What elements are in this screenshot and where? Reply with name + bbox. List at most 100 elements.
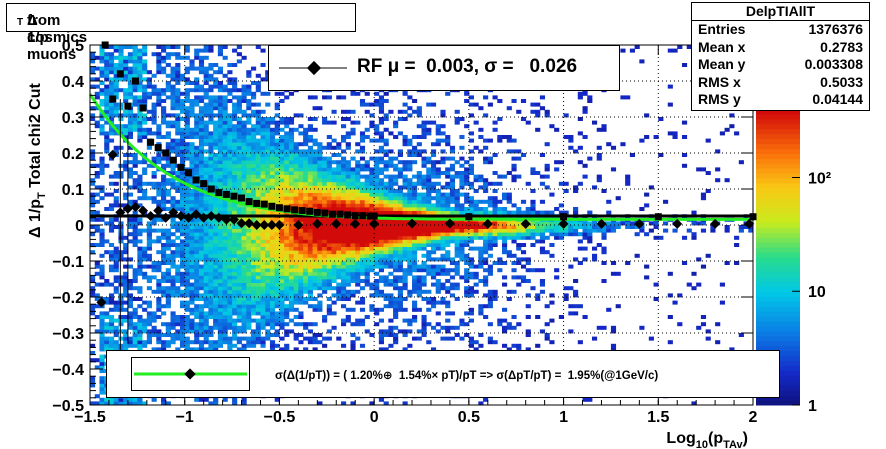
heatmap-cell [303,235,309,240]
heatmap-cell [132,48,138,53]
heatmap-cell [426,196,432,201]
heatmap-cell [416,203,422,208]
heatmap-cell [369,102,375,107]
heatmap-cell [161,163,167,168]
heatmap-cell [345,174,351,179]
heatmap-cell [445,286,451,291]
heatmap-cell [412,135,418,139]
heatmap-cell [217,95,223,100]
heatmap-cell [364,203,370,208]
heatmap-cell [170,106,176,111]
heatmap-cell [251,102,257,107]
heatmap-cell [203,185,209,190]
heatmap-cell [260,311,266,316]
heatmap-cell [156,124,162,129]
heatmap-cell [388,271,394,276]
heatmap-cell [274,246,280,251]
heatmap-cell [284,307,290,312]
heatmap-cell [265,102,271,107]
heatmap-cell [412,207,418,211]
heatmap-cell [203,318,209,323]
heatmap-cell [454,243,460,247]
heatmap-cell [232,397,238,402]
heatmap-cell [269,178,276,183]
heatmap-cell [175,174,181,179]
heatmap-cell [208,102,214,107]
heatmap-cell [298,217,304,222]
heatmap-cell [364,315,370,319]
heatmap-cell [407,246,413,251]
heatmap-cell [198,340,205,345]
heatmap-cell [473,246,479,251]
heatmap-cell [340,401,347,406]
heatmap-cell [260,189,266,193]
heatmap-cell [359,163,366,168]
heatmap-cell [227,279,233,283]
heatmap-cell [108,113,115,118]
heatmap-cell [179,102,186,107]
heatmap-cell [284,120,290,125]
heatmap-cell [104,221,110,226]
heatmap-cell [269,171,276,175]
heatmap-cell [246,117,252,121]
heatmap-cell [483,225,489,229]
heatmap-cell [179,315,186,319]
heatmap-cell [203,246,209,251]
heatmap-cell [483,189,489,193]
heatmap-cell [189,210,195,215]
heatmap-cell [393,181,399,186]
heatmap-cell [161,235,167,240]
heatmap-cell [99,397,105,402]
heatmap-cell [317,264,323,269]
heatmap-cell [151,84,157,89]
heatmap-cell [402,207,408,211]
heatmap-cell [374,261,380,265]
heatmap-cell [440,297,446,301]
heatmap-cell [118,117,124,121]
heatmap-cell [213,95,219,100]
heatmap-cell [241,336,247,341]
heatmap-cell [407,289,413,294]
heatmap-cell [340,135,347,139]
heatmap-cell [345,221,351,226]
heatmap-cell [288,250,295,255]
heatmap-cell [331,300,337,305]
heatmap-cell [265,181,271,186]
heatmap-cell [113,340,119,345]
heatmap-cell [213,239,219,244]
heatmap-cell [412,282,418,287]
heatmap-cell [359,221,366,226]
heatmap-cell [440,325,446,330]
heatmap-cell [203,315,209,319]
heatmap-cell [402,271,408,276]
heatmap-cell [307,135,313,139]
heatmap-cell [236,318,242,323]
heatmap-cell [165,189,171,193]
heatmap-cell [288,257,295,262]
heatmap-cell [445,311,451,316]
heatmap-cell [265,221,271,226]
heatmap-cell [359,225,366,229]
heatmap-cell [241,163,247,168]
heatmap-cell [189,282,195,287]
heatmap-cell [269,289,276,294]
heatmap-cell [203,304,209,309]
heatmap-cell [388,156,394,161]
heatmap-cell [317,196,323,201]
heatmap-cell [260,300,266,305]
heatmap-cell [284,304,290,309]
heatmap-cell [468,156,474,161]
heatmap-cell [198,315,205,319]
heatmap-cell [487,196,493,201]
heatmap-cell [312,174,318,179]
heatmap-cell [94,66,100,71]
heatmap-cell [241,207,247,211]
heatmap-cell [473,207,479,211]
heatmap-cell [99,196,105,201]
heatmap-cell [198,88,205,93]
heatmap-cell [184,189,190,193]
heatmap-cell [217,131,223,136]
heatmap-cell [217,282,223,287]
heatmap-cell [194,315,200,319]
heatmap-cell [506,325,512,330]
